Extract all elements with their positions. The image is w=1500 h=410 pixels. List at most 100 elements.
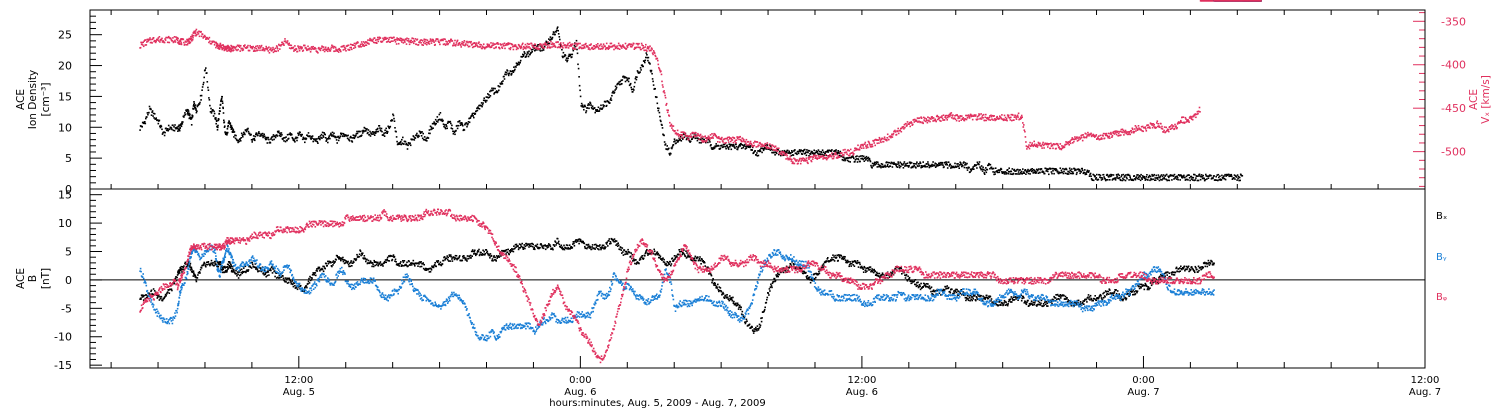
density-series-point	[1083, 171, 1086, 174]
field-series-point	[238, 274, 241, 277]
density-series-point	[1201, 177, 1204, 180]
density-series-point	[800, 149, 802, 151]
field-series-point	[287, 277, 289, 280]
velocity-series-point	[697, 132, 699, 135]
density-series-point	[1068, 171, 1070, 173]
density-series-point	[878, 165, 880, 168]
velocity-series-point	[432, 40, 435, 42]
density-series-point	[1128, 179, 1130, 181]
velocity-series-point	[390, 36, 392, 39]
density-series-point	[627, 77, 629, 80]
velocity-series-point	[1068, 144, 1070, 146]
density-series-point	[671, 147, 673, 150]
density-series-point	[1122, 173, 1125, 176]
density-series-point	[756, 155, 759, 157]
velocity-series-point	[1142, 130, 1144, 133]
velocity-series-point	[890, 136, 892, 139]
density-series-point	[576, 48, 578, 51]
density-series-point	[351, 140, 353, 142]
density-series-point	[910, 162, 913, 164]
density-series-point	[624, 80, 627, 83]
velocity-series-point	[346, 44, 349, 47]
velocity-series-point	[412, 40, 414, 43]
density-series-point	[679, 135, 682, 138]
velocity-series-point	[374, 39, 377, 41]
velocity-series-point	[974, 115, 977, 117]
density-series-point	[242, 133, 245, 136]
density-series-point	[297, 132, 299, 135]
velocity-series-point	[289, 44, 291, 46]
density-series-point	[1055, 169, 1058, 171]
field-series-point	[254, 263, 257, 265]
density-series-point	[892, 163, 895, 165]
field-series-point	[168, 292, 171, 294]
velocity-series-point	[956, 114, 958, 116]
density-series-point	[1204, 178, 1207, 181]
density-series-point	[914, 163, 916, 165]
density-series-point	[392, 113, 394, 116]
density-series-point	[628, 84, 631, 87]
density-series-point	[377, 127, 379, 130]
density-series-point	[380, 130, 382, 132]
density-series-point	[1162, 178, 1164, 180]
density-series-point	[533, 47, 535, 50]
velocity-series-point	[324, 48, 326, 50]
density-series-point	[623, 77, 626, 79]
density-series-point	[1035, 172, 1038, 174]
velocity-series-point	[437, 38, 439, 40]
velocity-series-point	[1162, 131, 1165, 133]
velocity-series-point	[339, 49, 342, 51]
field-series-point	[303, 290, 306, 292]
velocity-series-point	[832, 154, 834, 157]
density-series-point	[1076, 171, 1078, 174]
density-series-point	[558, 36, 561, 38]
velocity-series-point	[848, 150, 850, 152]
density-series-point	[1163, 178, 1166, 180]
velocity-series-point	[980, 113, 982, 115]
density-series-point	[732, 143, 735, 146]
velocity-series-point	[648, 46, 650, 49]
velocity-series-point	[941, 115, 943, 117]
density-series-point	[1234, 178, 1236, 180]
density-series-point	[278, 134, 281, 137]
density-series-point	[814, 151, 817, 154]
density-series-point	[337, 135, 339, 138]
density-series-point	[660, 120, 662, 123]
field-series-point	[206, 263, 209, 266]
field-series-point	[228, 266, 231, 268]
density-series-point	[212, 109, 214, 112]
velocity-series-point	[150, 38, 152, 41]
velocity-series-point	[1175, 125, 1177, 127]
velocity-series-point	[1137, 128, 1139, 131]
velocity-series-point	[1185, 121, 1188, 123]
velocity-series-point	[567, 42, 569, 45]
density-series-point	[452, 130, 454, 133]
velocity-series-point	[294, 45, 296, 47]
velocity-series-point	[190, 36, 192, 38]
density-series-point	[601, 108, 603, 110]
density-series-point	[802, 150, 805, 153]
velocity-series-point	[678, 134, 681, 136]
density-series-point	[462, 124, 464, 127]
velocity-series-point	[776, 150, 779, 152]
velocity-series-point	[773, 149, 775, 151]
velocity-series-point	[597, 43, 599, 45]
velocity-series-point	[290, 44, 293, 47]
density-series-point	[400, 140, 402, 143]
velocity-series-point	[431, 40, 433, 42]
velocity-series-point	[848, 154, 851, 157]
velocity-series-point	[287, 43, 289, 45]
velocity-series-point	[1047, 146, 1049, 148]
velocity-series-point	[764, 143, 767, 146]
density-series-point	[1153, 173, 1155, 176]
density-series-point	[1064, 172, 1067, 175]
density-series-point	[166, 128, 169, 130]
density-series-point	[993, 171, 996, 173]
density-series-point	[556, 27, 558, 30]
density-series-point	[144, 122, 147, 125]
density-series-point	[1069, 169, 1071, 171]
field-series-point	[295, 286, 298, 289]
velocity-series-point	[488, 44, 491, 47]
density-series-point	[304, 137, 307, 139]
density-series-point	[594, 111, 596, 114]
